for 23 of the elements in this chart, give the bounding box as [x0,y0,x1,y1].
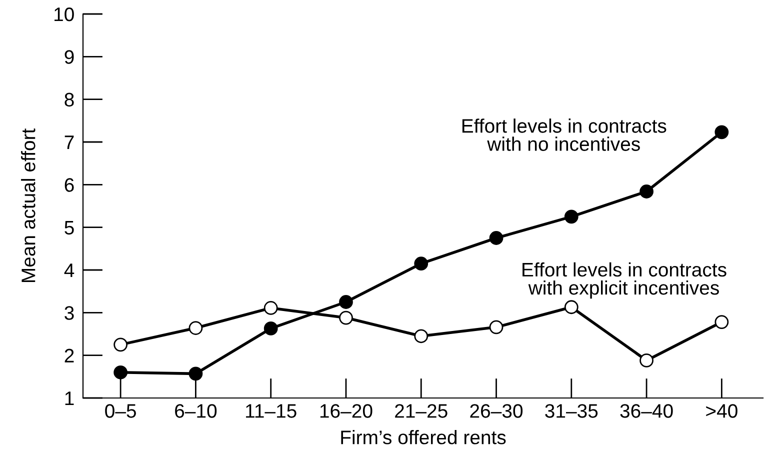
y-tick-label: 9 [64,50,74,64]
x-tick-label: 0–5 [105,404,136,418]
x-tick-label: 16–20 [320,404,372,418]
x-tick-label: 31–35 [545,404,598,418]
x-tick-label: 36–40 [620,404,673,418]
y-tick-label: 4 [64,264,74,278]
y-axis-title: Mean actual effort [21,128,36,282]
x-tick-label: >40 [706,404,738,418]
y-tick-label: 3 [64,306,74,320]
x-tick-label: 6–10 [175,404,217,418]
series-label: Effort levels in contracts with explicit incentives [522,262,726,299]
y-tick-label: 10 [54,7,74,22]
y-tick-label: 6 [64,178,74,192]
y-tick-label: 1 [65,392,74,406]
x-tick-label: 11–15 [246,404,296,418]
x-axis-title: Firm’s offered rents [341,430,506,444]
y-tick-label: 7 [64,136,74,150]
series-label: Effort levels in contracts with no incentives [462,118,666,151]
y-tick-label: 5 [64,221,74,235]
y-tick-label: 8 [64,92,74,107]
y-tick-label: 2 [64,348,74,362]
x-tick-label: 26–30 [470,404,523,418]
x-tick-label: 21–25 [395,404,448,418]
